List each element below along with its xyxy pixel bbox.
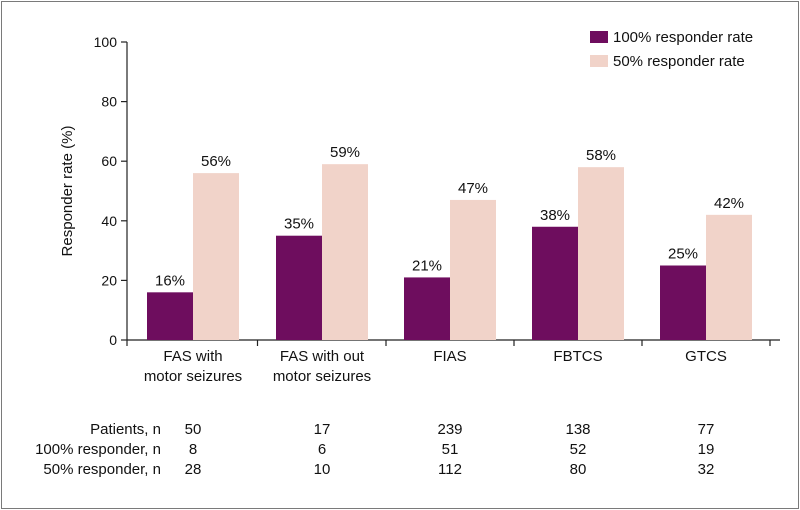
y-tick-label: 20 [101,272,117,288]
category-label: FBTCS [553,348,602,365]
table-cell: 52 [570,441,587,458]
table-cell: 239 [437,421,462,438]
y-tick-label: 80 [101,94,117,110]
category-label: FAS with out [280,348,365,365]
table-cell: 28 [185,461,202,478]
y-tick-label: 40 [101,213,117,229]
table-row-label: Patients, n [90,421,161,438]
y-tick-label: 0 [109,332,117,348]
legend-label: 50% responder rate [613,53,745,70]
data-label: 59% [330,144,360,161]
legend-swatch [590,31,608,43]
bar-50pct [578,167,624,340]
data-label: 58% [586,147,616,164]
bar-100pct [404,277,450,340]
data-label: 56% [201,153,231,170]
data-label: 35% [284,216,314,233]
table-cell: 80 [570,461,587,478]
data-label: 25% [668,246,698,263]
bar-100pct [147,292,193,340]
bar-50pct [706,214,752,340]
table-cell: 138 [565,421,590,438]
bar-50pct [193,173,239,340]
legend-swatch [590,55,608,67]
bar-50pct [450,199,496,340]
data-label: 38% [540,207,570,224]
data-label: 21% [412,257,442,274]
table-cell: 19 [698,441,715,458]
table-row-label: 100% responder, n [35,441,161,458]
legend: 100% responder rate 50% responder rate [590,29,753,70]
table-cell: 17 [314,421,331,438]
data-labels: 16% 35% 21% 38% 25% 56% 59% 47% 58% 42% [155,144,744,289]
category-label: motor seizures [144,368,242,385]
y-tick-label: 60 [101,153,117,169]
legend-label: 100% responder rate [613,29,753,46]
category-label: FIAS [433,348,466,365]
bars [147,164,752,340]
table-cell: 10 [314,461,331,478]
table-cell: 32 [698,461,715,478]
table-cell: 50 [185,421,202,438]
y-tick-label: 100 [94,34,118,50]
data-label: 16% [155,272,185,289]
table-cell: 6 [318,441,326,458]
bar-100pct [660,265,706,340]
table-cell: 112 [438,461,462,478]
category-label: motor seizures [273,368,371,385]
table-cell: 8 [189,441,197,458]
data-label: 42% [714,195,744,212]
bar-50pct [322,164,368,340]
bar-100pct [276,235,322,340]
y-axis-title: Responder rate (%) [59,126,76,257]
category-label: GTCS [685,348,727,365]
patient-table: Patients, n 50 17 239 138 77 100% responder, n… [35,421,714,478]
table-cell: 51 [442,441,459,458]
table-row-label: 50% responder, n [43,461,161,478]
bar-100pct [532,226,578,340]
table-cell: 77 [698,421,715,438]
data-label: 47% [458,180,488,197]
category-label: FAS with [163,348,222,365]
